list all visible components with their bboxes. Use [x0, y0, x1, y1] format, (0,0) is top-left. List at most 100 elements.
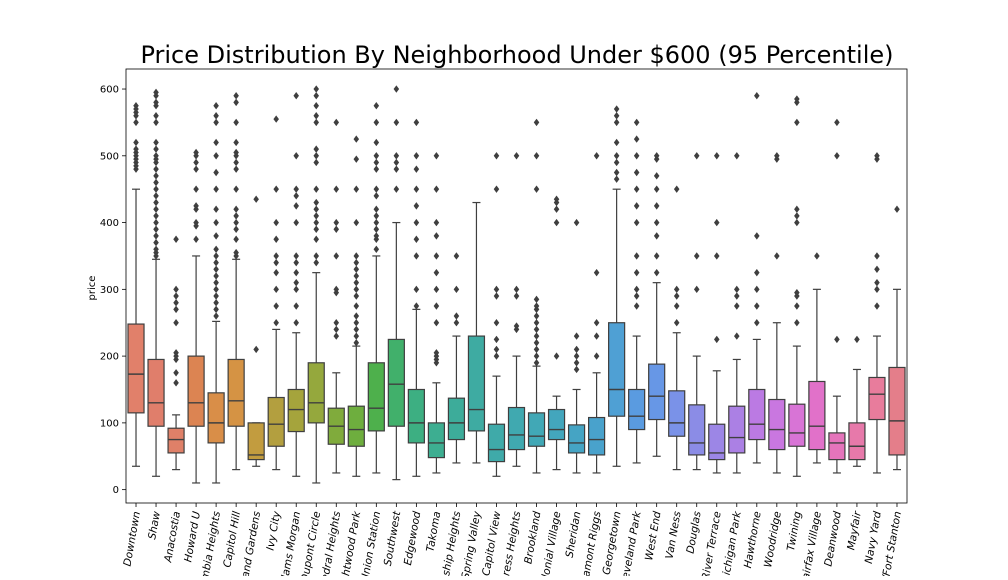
box-body [367, 362, 385, 432]
outlier-point [193, 148, 199, 157]
outlier-point [533, 352, 540, 360]
x-tick-label: lonial Village [540, 510, 563, 576]
outlier-point [553, 195, 560, 203]
outlier-point [273, 185, 279, 193]
plot-frame [125, 68, 908, 504]
box-20 [507, 152, 526, 467]
outlier-point [533, 295, 540, 304]
outlier-point [213, 185, 219, 193]
outlier-point [153, 218, 159, 227]
outlier-point [693, 152, 700, 160]
outlier-point [153, 112, 159, 120]
outlier-point [874, 285, 880, 294]
outlier-point [854, 335, 860, 344]
outlier-point [413, 152, 420, 160]
outlier-point [213, 168, 219, 177]
box-26 [628, 118, 646, 464]
x-tick-label: Downtown [122, 510, 143, 567]
outlier-point [533, 185, 540, 193]
x-tick-label: Ivy City [264, 510, 283, 552]
outlier-point [413, 252, 420, 260]
outlier-point [794, 319, 800, 327]
box-14 [387, 85, 405, 481]
outlier-point [453, 285, 460, 294]
outlier-point [313, 235, 320, 243]
outlier-point [133, 138, 139, 147]
outlier-point [293, 302, 299, 310]
outlier-point [794, 302, 800, 310]
x-tick-label: Spring Valley [460, 510, 484, 576]
outlier-point [293, 319, 299, 327]
x-tick-label: /Fort Stanton [880, 510, 904, 576]
box-27 [648, 152, 666, 457]
x-tick-label: Howard U [182, 510, 203, 563]
outlier-point [173, 369, 179, 377]
box-31 [728, 152, 746, 474]
x-tick-label: ichigan Park [721, 510, 744, 576]
outlier-point [493, 285, 500, 294]
outlier-point [573, 218, 580, 227]
outlier-point [533, 325, 540, 334]
box-18 [467, 201, 486, 464]
box-body [768, 398, 786, 451]
outlier-point [373, 152, 380, 160]
x-tick-label: Brookland [522, 510, 543, 565]
outlier-point [233, 248, 239, 257]
outlier-point [713, 152, 720, 160]
x-tick-label: West End [643, 510, 664, 561]
outlier-point [313, 152, 320, 160]
outlier-point [633, 218, 640, 227]
outlier-point [673, 185, 680, 193]
outlier-point [493, 352, 500, 360]
outlier-point [373, 165, 380, 173]
outlier-point [313, 218, 320, 227]
box-body [407, 388, 425, 444]
outlier-point [153, 225, 159, 233]
x-tick-label: mbia Heights [199, 510, 223, 576]
box-39 [888, 205, 906, 471]
box-16 [427, 152, 446, 474]
outlier-point [313, 185, 320, 193]
outlier-point [193, 218, 199, 227]
x-tick-label: Anacostia [162, 510, 183, 564]
outlier-point [874, 252, 880, 260]
outlier-point [513, 292, 520, 300]
outlier-point [673, 292, 680, 300]
outlier-point [313, 85, 320, 93]
x-tick-label: Hawthorne [742, 510, 764, 569]
outlier-point [273, 319, 279, 327]
outlier-point [353, 339, 360, 347]
outlier-point [493, 335, 500, 344]
outlier-point [213, 138, 219, 147]
outlier-point [734, 152, 740, 160]
outlier-point [353, 218, 360, 227]
box-body [567, 424, 586, 454]
box-22 [547, 195, 566, 471]
x-tick-label: Jnion Station [360, 510, 384, 576]
outlier-point [293, 278, 299, 287]
outlier-point [633, 152, 640, 160]
outlier-point [613, 168, 620, 177]
box-body [628, 388, 646, 431]
outlier-point [613, 175, 620, 183]
outlier-point [153, 212, 159, 220]
outlier-point [593, 352, 600, 360]
outlier-point [153, 145, 159, 153]
box-body [387, 338, 405, 427]
x-tick-label: Mayfair [845, 510, 864, 551]
outlier-point [333, 218, 340, 227]
outlier-point [633, 185, 640, 193]
box-5 [207, 102, 225, 484]
outlier-point [353, 302, 360, 310]
x-tick-label: Woodridge [762, 510, 784, 568]
outlier-point [613, 152, 620, 160]
outlier-point [313, 198, 320, 207]
outlier-point [754, 92, 760, 100]
outlier-point [493, 292, 500, 300]
outlier-point [754, 319, 760, 327]
box-29 [688, 152, 706, 471]
box-body [808, 380, 826, 451]
outlier-point [153, 198, 159, 207]
outlier-point [433, 252, 440, 260]
box-body [127, 323, 145, 414]
